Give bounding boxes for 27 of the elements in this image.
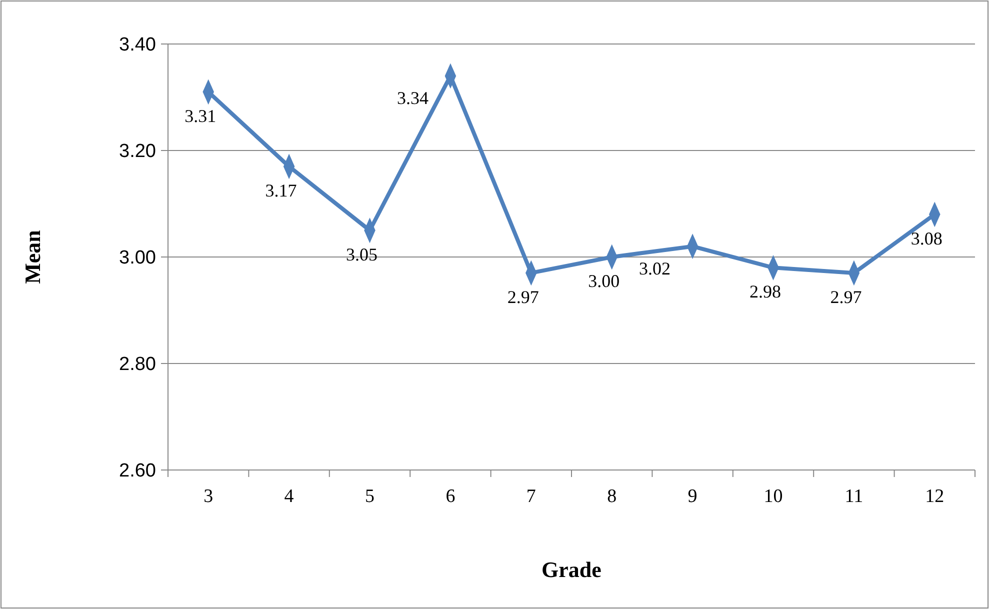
y-tick-label: 3.00 [119, 248, 156, 269]
x-tick-label: 12 [925, 486, 944, 507]
text: 3.31 [184, 106, 216, 126]
y-tick-label: 3.40 [119, 34, 156, 56]
x-tick-label: 6 [446, 486, 456, 507]
x-tick-label: 9 [688, 486, 698, 507]
x-tick-label: 4 [284, 486, 294, 507]
text: 3.34 [396, 88, 428, 108]
x-tick-label: 3 [204, 486, 214, 507]
text: 3.02 [639, 258, 671, 278]
text: 2.97 [830, 286, 862, 307]
y-tick-label: 2.80 [119, 354, 156, 376]
x-tick-label: 5 [365, 486, 374, 507]
x-axis-title: Grade [542, 557, 602, 582]
text: 3.08 [910, 228, 942, 248]
y-tick-label: 2.60 [119, 460, 156, 482]
x-tick-label: 10 [764, 486, 783, 507]
text: 2.98 [750, 282, 781, 302]
text: 3.05 [346, 244, 378, 264]
y-tick-label: 3.20 [119, 141, 156, 162]
text: 3.00 [588, 271, 620, 291]
x-tick-label: 8 [607, 486, 617, 507]
x-tick-label: 7 [526, 486, 536, 507]
text: 2.97 [507, 286, 539, 307]
text: 3.17 [265, 180, 297, 200]
y-axis-title: Mean [20, 230, 45, 284]
x-tick-label: 11 [844, 486, 864, 507]
